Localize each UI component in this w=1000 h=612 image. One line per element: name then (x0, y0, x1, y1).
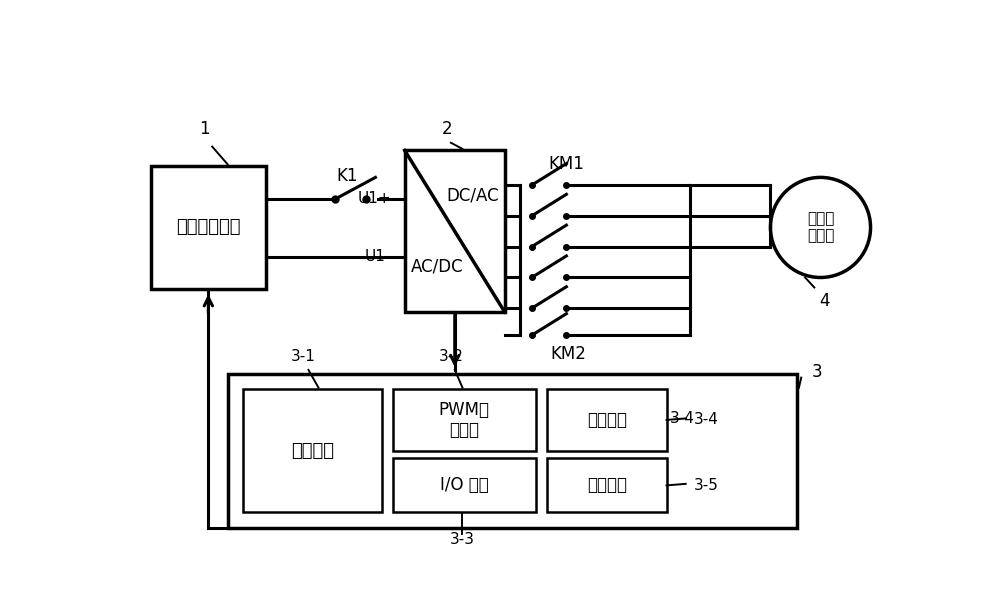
Text: DC/AC: DC/AC (446, 187, 499, 205)
Bar (151, 166, 266, 289)
Text: 主控制器: 主控制器 (291, 442, 334, 460)
Bar (547, 389, 667, 451)
Text: KM1: KM1 (548, 154, 584, 173)
Text: 3-4: 3-4 (669, 411, 694, 426)
Text: 3-5: 3-5 (693, 478, 718, 493)
Text: I/O 模块: I/O 模块 (440, 476, 489, 494)
Text: 3-1: 3-1 (291, 349, 315, 364)
Text: 3-3: 3-3 (450, 532, 475, 547)
Text: 3: 3 (811, 363, 822, 381)
Text: 1: 1 (199, 120, 210, 138)
Bar (405, 151, 505, 312)
Text: 永磁同
步电机: 永磁同 步电机 (807, 211, 834, 244)
Text: U1-: U1- (364, 249, 391, 264)
Text: 供电直流电源: 供电直流电源 (176, 218, 241, 236)
Bar (243, 389, 382, 512)
Text: U1+: U1+ (357, 192, 391, 206)
Bar (393, 389, 536, 451)
Text: 通讯模块: 通讯模块 (587, 411, 627, 429)
Text: K1: K1 (336, 167, 358, 185)
Text: 4: 4 (819, 291, 830, 310)
Text: AC/DC: AC/DC (410, 258, 463, 276)
Text: 3-2: 3-2 (438, 349, 463, 364)
Text: PWM波
生成器: PWM波 生成器 (439, 400, 490, 439)
Bar (393, 458, 536, 512)
Text: 3-4: 3-4 (693, 412, 718, 427)
Text: 2: 2 (442, 120, 452, 138)
Circle shape (770, 177, 871, 277)
Bar (228, 374, 797, 528)
Text: 故障模块: 故障模块 (587, 476, 627, 494)
Bar (547, 458, 667, 512)
Text: KM2: KM2 (550, 346, 586, 364)
